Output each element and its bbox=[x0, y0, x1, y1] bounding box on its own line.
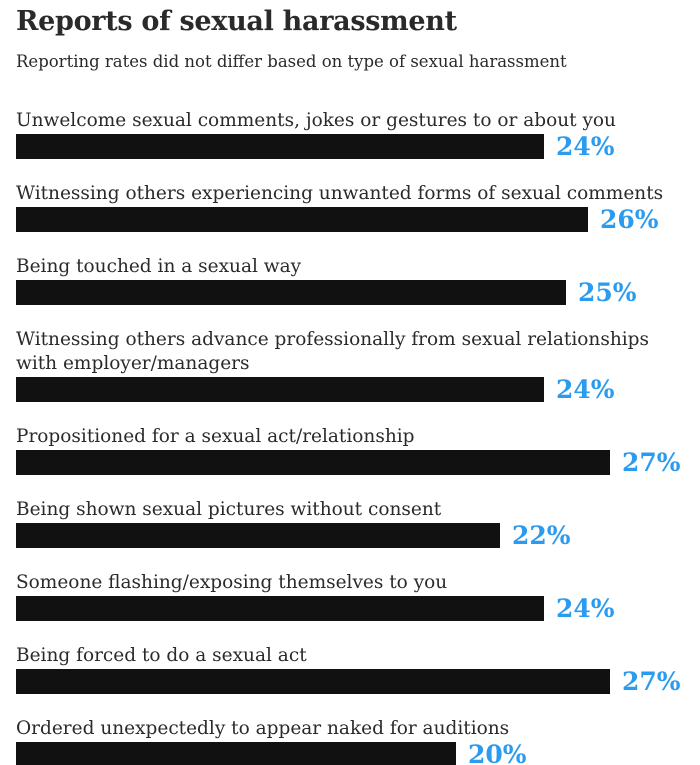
value-label: 27% bbox=[622, 667, 681, 696]
bar bbox=[16, 742, 456, 765]
chart-title: Reports of sexual harassment bbox=[16, 6, 457, 37]
chart-subtitle: Reporting rates did not differ based on … bbox=[16, 52, 567, 71]
value-label: 26% bbox=[600, 205, 659, 234]
category-label: with employer/managers bbox=[16, 353, 250, 374]
category-label: Propositioned for a sexual act/relations… bbox=[16, 426, 415, 447]
bar bbox=[16, 669, 610, 694]
value-label: 24% bbox=[556, 594, 615, 623]
value-label: 24% bbox=[556, 375, 615, 404]
bar bbox=[16, 523, 500, 548]
category-label: Someone flashing/exposing themselves to … bbox=[16, 572, 447, 593]
category-label: Witnessing others advance professionally… bbox=[16, 329, 649, 350]
bar bbox=[16, 134, 544, 159]
category-label: Unwelcome sexual comments, jokes or gest… bbox=[16, 110, 616, 131]
category-label: Being touched in a sexual way bbox=[16, 256, 302, 277]
value-label: 22% bbox=[512, 521, 571, 550]
value-label: 27% bbox=[622, 448, 681, 477]
bar bbox=[16, 596, 544, 621]
category-label: Being shown sexual pictures without cons… bbox=[16, 499, 442, 520]
bar bbox=[16, 280, 566, 305]
bar bbox=[16, 377, 544, 402]
category-label: Ordered unexpectedly to appear naked for… bbox=[16, 718, 509, 739]
value-label: 25% bbox=[578, 278, 637, 307]
bar bbox=[16, 450, 610, 475]
bar bbox=[16, 207, 588, 232]
category-label: Witnessing others experiencing unwanted … bbox=[16, 183, 663, 204]
category-label: Being forced to do a sexual act bbox=[16, 645, 307, 666]
value-label: 20% bbox=[468, 740, 527, 765]
value-label: 24% bbox=[556, 132, 615, 161]
